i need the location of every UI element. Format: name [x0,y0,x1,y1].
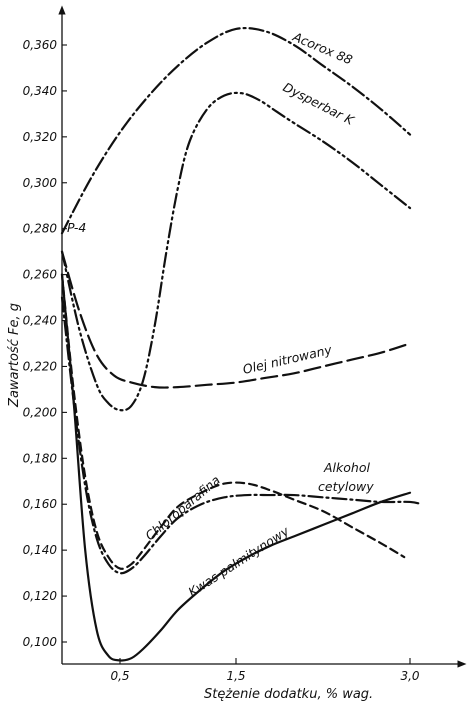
series-line-chloroparafina [60,296,423,575]
y-tick-label: 0,240 [23,314,58,328]
x-axis-title: Stężenie dodatku, % wag. [204,687,373,702]
x-tick-label: 0,5 [110,669,129,683]
y-tick-label: 0,140 [23,543,58,557]
x-tick-label: 1,5 [226,669,245,683]
axes [58,5,467,668]
series-label-chloroparafina: Chloroparafina [142,472,223,543]
y-tick-label: 0,160 [23,497,58,511]
y-tick-label: 0,260 [23,268,58,282]
reference-label-p4: P-4 [67,220,86,235]
y-tick-label: 0,280 [23,222,58,236]
series-group [60,27,423,662]
series-label-alkohol-line2: cetylowy [318,479,374,494]
y-tick-label: 0,320 [23,130,58,144]
series-label-olej: Olej nitrowany [241,342,333,377]
series-label-dysperbar: Dysperbar K [281,79,358,128]
x-tick-label: 3,0 [400,669,419,683]
series-line-alkohol-cetylowy [60,273,406,570]
y-tick-label: 0,360 [23,38,58,52]
series-label-kwas: Kwas palmitynowy [185,523,292,600]
series-line-dysperbar-k [60,91,412,412]
series-line-acorox-88 [60,27,412,235]
series-line-olej-nitrowany [60,250,412,389]
ticks: 0,5 1,5 3,0 0,100 0,120 0,140 0,160 0,180 0,200 0… [23,38,420,683]
series-label-alkohol-line1: Alkohol [323,460,370,475]
y-tick-label: 0,100 [23,635,58,649]
y-tick-label: 0,120 [23,589,58,603]
y-tick-label: 0,340 [23,84,58,98]
y-tick-label: 0,300 [23,176,58,190]
y-axis-title: Zawartość Fe, g [7,303,22,408]
y-tick-label: 0,180 [23,451,58,465]
y-tick-label: 0,220 [23,359,58,373]
y-tick-label: 0,200 [23,405,58,419]
series-line-kwas-palmitynowy [60,273,412,662]
